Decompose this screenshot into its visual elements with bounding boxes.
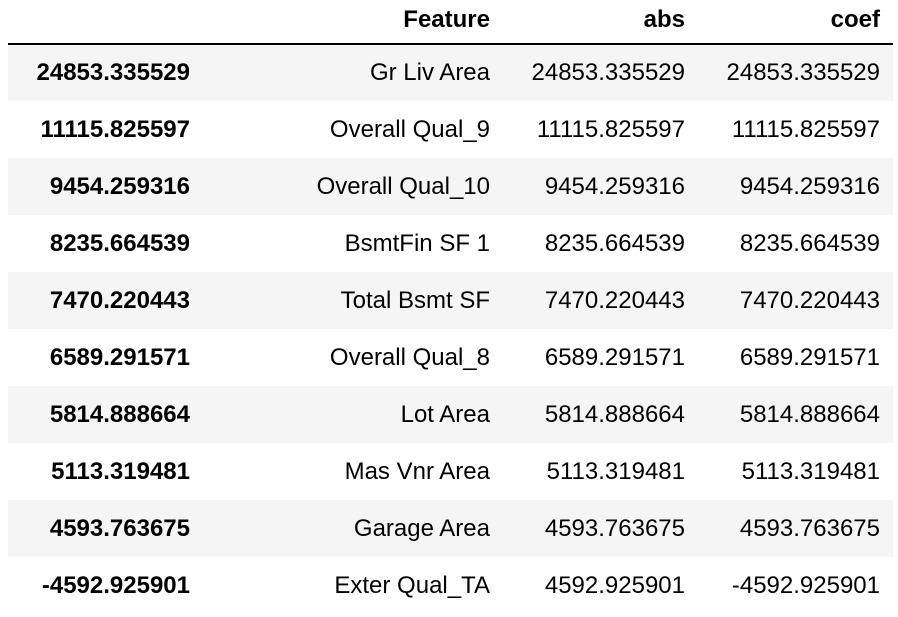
coef-cell: 8235.664539 (739, 229, 880, 257)
row-index: 8235.664539 (49, 229, 190, 257)
feature-cell: Overall Qual_8 (329, 343, 490, 371)
row-index: 4593.763675 (49, 514, 190, 542)
abs-cell: 5113.319481 (546, 457, 685, 485)
coef-cell: 7470.220443 (739, 286, 880, 314)
table-row: 11115.825597 Overall Qual_9 11115.825597… (8, 101, 893, 158)
row-index: 6589.291571 (49, 343, 190, 371)
table-body: 24853.335529 Gr Liv Area 24853.335529 24… (8, 44, 893, 614)
abs-cell: 24853.335529 (531, 59, 686, 86)
feature-cell: Overall Qual_10 (316, 172, 490, 200)
dataframe-table: Feature abs coef 24853.335529 Gr Liv Are… (8, 0, 893, 614)
row-index: 5814.888664 (49, 400, 190, 428)
feature-cell: Overall Qual_9 (329, 115, 490, 143)
table-row: 7470.220443 Total Bsmt SF 7470.220443 74… (8, 272, 893, 329)
abs-cell: 7470.220443 (544, 286, 685, 314)
table-row: -4592.925901 Exter Qual_TA 4592.925901 -… (8, 557, 893, 614)
row-index: 9454.259316 (49, 172, 190, 200)
table-row: 8235.664539 BsmtFin SF 1 8235.664539 823… (8, 215, 893, 272)
table-row: 5814.888664 Lot Area 5814.888664 5814.88… (8, 386, 893, 443)
feature-cell: Gr Liv Area (369, 59, 490, 86)
table-header: Feature abs coef (8, 0, 893, 45)
abs-cell: 8235.664539 (544, 229, 685, 257)
table-row: 5113.319481 Mas Vnr Area 5113.319481 511… (8, 443, 893, 500)
table-row: 9454.259316 Overall Qual_10 9454.259316 … (8, 158, 893, 215)
feature-cell: Total Bsmt SF (340, 286, 490, 314)
row-index: -4592.925901 (41, 571, 190, 599)
row-index: 7470.220443 (49, 286, 190, 314)
abs-cell: 4593.763675 (544, 514, 685, 542)
header-index (8, 0, 203, 45)
coef-cell: 6589.291571 (739, 343, 880, 371)
coef-cell: 4593.763675 (739, 514, 880, 542)
feature-cell: Exter Qual_TA (334, 571, 490, 599)
feature-cell: Mas Vnr Area (344, 457, 490, 485)
abs-cell: 11115.825597 (536, 115, 685, 143)
header-feature: Feature (203, 0, 503, 45)
feature-cell: Garage Area (353, 514, 490, 542)
row-index: 24853.335529 (36, 59, 191, 86)
coef-cell: 9454.259316 (739, 172, 880, 200)
coef-cell: 5814.888664 (739, 400, 880, 428)
coef-cell: 5113.319481 (741, 457, 880, 485)
header-row: Feature abs coef (8, 0, 893, 45)
row-index: 5113.319481 (51, 457, 190, 485)
table-row: 4593.763675 Garage Area 4593.763675 4593… (8, 500, 893, 557)
row-index: 11115.825597 (40, 115, 190, 143)
coef-cell: 11115.825597 (731, 115, 880, 143)
coef-cell: 24853.335529 (726, 59, 881, 86)
table-row: 6589.291571 Overall Qual_8 6589.291571 6… (8, 329, 893, 386)
header-abs: abs (503, 0, 698, 45)
feature-cell: BsmtFin SF 1 (344, 229, 490, 257)
coef-cell: -4592.925901 (731, 571, 880, 599)
abs-cell: 4592.925901 (544, 571, 685, 599)
abs-cell: 6589.291571 (544, 343, 685, 371)
feature-cell: Lot Area (400, 400, 490, 428)
header-coef: coef (698, 0, 893, 45)
abs-cell: 5814.888664 (544, 400, 685, 428)
abs-cell: 9454.259316 (544, 172, 685, 200)
table-row: 24853.335529 Gr Liv Area 24853.335529 24… (8, 44, 893, 101)
